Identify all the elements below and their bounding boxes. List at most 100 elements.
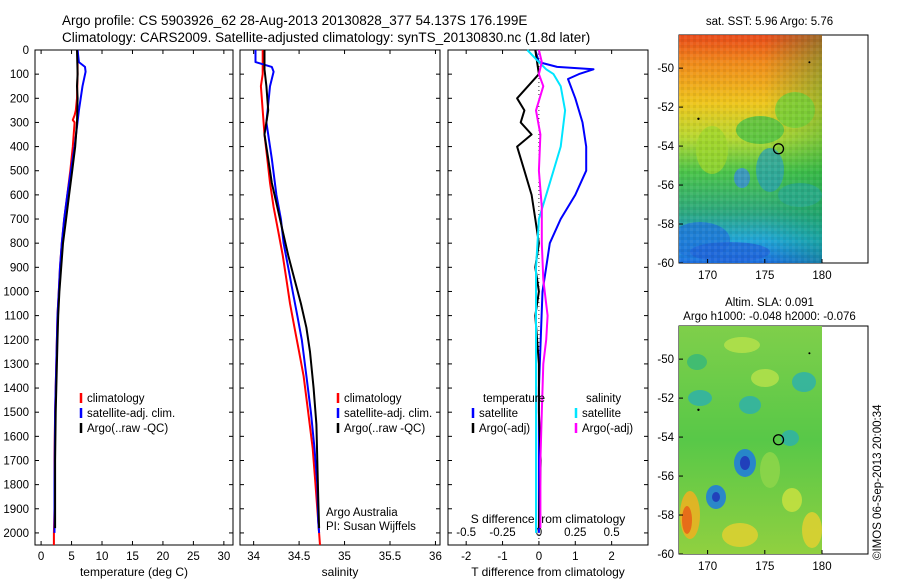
x-axis-label: T difference from climatology <box>471 565 625 579</box>
y-tick-label: 1500 <box>3 407 29 419</box>
map-y-tick-label: -56 <box>657 180 674 192</box>
field-texture <box>679 35 822 263</box>
y-tick-label: 1400 <box>3 383 29 395</box>
y-tick-label: 1200 <box>3 335 29 347</box>
map-y-tick-label: -52 <box>657 102 674 114</box>
legend-sal-argo-label: Argo(-adj) <box>582 423 633 435</box>
y-tick-label: 600 <box>10 190 29 202</box>
x-tick-label: 10 <box>96 551 109 563</box>
difference-profile-panel: -2 -1 0 1 2 T difference from climatology -0.5… <box>447 49 649 579</box>
map-y-tick-label: -52 <box>657 393 674 405</box>
sla-patch <box>688 390 712 406</box>
x-tick-label: -2 <box>461 551 471 563</box>
x2-axis-label: S difference from climatology <box>471 512 626 526</box>
figure-title-line1: Argo profile: CS 5903926_62 28-Aug-2013 … <box>62 13 528 28</box>
y-tick-label: 300 <box>10 117 29 129</box>
x2-tick-label: -0.5 <box>456 527 476 539</box>
x-tick-label: 15 <box>126 551 139 563</box>
y-tick-label: 1600 <box>3 431 29 443</box>
sst-map: -50 -52 -54 -56 -58 -60 170 175 180 sat. SST: 5.9… <box>657 16 869 282</box>
legend-salinity-title: salinity <box>586 393 621 405</box>
x-tick-label: 2 <box>608 551 614 563</box>
sla-patch <box>740 456 750 470</box>
x-tick-label: 0 <box>38 551 44 563</box>
y-tick-label: 100 <box>10 69 29 81</box>
sla-patch <box>722 523 758 547</box>
series-line-argo-raw-qc- <box>54 49 79 529</box>
y-tick-label: 1900 <box>3 504 29 516</box>
series-line-salinity-satellite <box>526 49 567 533</box>
series-line-satellite-adj-clim- <box>254 50 321 533</box>
island-dot <box>697 408 700 411</box>
argo-location-marker <box>772 143 785 155</box>
sla-patch <box>712 492 720 502</box>
figure-title-line2: Climatology: CARS2009. Satellite-adjuste… <box>62 30 591 45</box>
x-tick-label: 1 <box>572 551 578 563</box>
sla-map-field <box>679 326 822 554</box>
series-line-climatology <box>259 50 321 546</box>
y-tick-label: 1800 <box>3 480 29 492</box>
legend-item-label: climatology <box>87 393 145 405</box>
legend-sal-satellite-label: satellite <box>582 408 621 420</box>
temperature-profile-frame <box>34 49 234 546</box>
annotation-line: PI: Susan Wijffels <box>326 521 416 533</box>
map-x-tick-label: 170 <box>698 270 717 282</box>
legend-temp-argo-label: Argo(-adj) <box>479 423 530 435</box>
x-tick-label: 30 <box>217 551 230 563</box>
series-line-temperature-satellite <box>534 49 595 533</box>
temperature-profile-panel: 0100200300400500600700800900100011001200… <box>3 45 234 579</box>
sla-patch <box>781 430 799 446</box>
x-tick-label: -1 <box>497 551 507 563</box>
x2-tick-label: 0.5 <box>604 527 620 539</box>
legend-item-label: Argo(..raw -QC) <box>87 423 168 435</box>
island-dot <box>808 61 811 64</box>
sla-patch <box>760 452 780 488</box>
map-y-tick-label: -60 <box>657 549 674 561</box>
legend-item-label: climatology <box>344 393 402 405</box>
y-tick-label: 800 <box>10 238 29 250</box>
map-x-tick-label: 180 <box>812 270 831 282</box>
sla-patch <box>792 372 816 392</box>
y-tick-label: 500 <box>10 166 29 178</box>
salinity-profile-panel: 34 34.5 35 35.5 36 salinity climatology satelli… <box>239 49 442 579</box>
legend-temperature-title: temperature <box>483 393 545 405</box>
map-x-tick-label: 170 <box>698 561 717 573</box>
map-y-tick-label: -54 <box>657 141 674 153</box>
series-line-argo-raw-qc- <box>263 50 321 529</box>
series-line-temperature-argo-adj- <box>516 49 542 529</box>
y-tick-label: 900 <box>10 262 29 274</box>
annotation-line: Argo Australia <box>326 507 398 519</box>
y-tick-label: 700 <box>10 214 29 226</box>
y-tick-label: 0 <box>23 45 29 57</box>
map-x-tick-label: 175 <box>755 270 774 282</box>
salinity-profile-frame <box>239 49 441 546</box>
difference-profile-frame <box>447 49 649 546</box>
x-tick-label: 5 <box>68 551 74 563</box>
legend-item-label: satellite-adj. clim. <box>344 408 432 420</box>
x2-tick-label: -0.25 <box>489 527 515 539</box>
map-y-tick-label: -50 <box>657 354 674 366</box>
island-dot <box>808 352 811 355</box>
y-tick-label: 1100 <box>4 311 29 323</box>
island-dot <box>697 117 700 120</box>
map-title: sat. SST: 5.96 Argo: 5.76 <box>706 16 833 28</box>
map-x-tick-label: 180 <box>812 561 831 573</box>
series-line-salinity-argo-adj- <box>535 49 549 529</box>
x-axis-label: salinity <box>322 565 359 579</box>
map-y-tick-label: -60 <box>657 258 674 270</box>
map-y-tick-label: -58 <box>657 219 674 231</box>
x-axis-label: temperature (deg C) <box>80 565 188 579</box>
y-tick-label: 1700 <box>3 455 29 467</box>
sla-patch <box>682 506 692 534</box>
y-tick-label: 400 <box>10 142 29 154</box>
map-subtitle: Argo h1000: -0.048 h2000: -0.076 <box>683 311 856 323</box>
sla-patch <box>724 337 760 353</box>
legend-item-label: satellite-adj. clim. <box>87 408 175 420</box>
sla-patch <box>782 488 802 512</box>
map-y-tick-label: -50 <box>657 63 674 75</box>
x-tick-label: 35.5 <box>379 551 401 563</box>
map-y-tick-label: -56 <box>657 471 674 483</box>
x-tick-label: 34 <box>247 551 260 563</box>
x2-tick-label: 0.25 <box>564 527 586 539</box>
argo-location-marker <box>772 434 785 446</box>
